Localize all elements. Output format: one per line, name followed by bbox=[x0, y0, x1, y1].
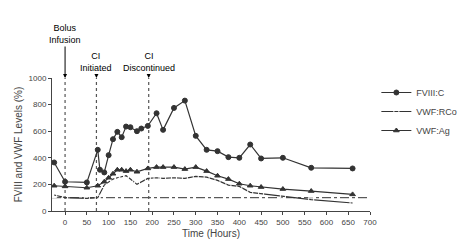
svg-text:FVIII:C: FVIII:C bbox=[416, 88, 445, 98]
svg-text:200: 200 bbox=[146, 218, 160, 227]
svg-text:CIDiscontinued: CIDiscontinued bbox=[123, 51, 175, 73]
svg-text:250: 250 bbox=[167, 218, 181, 227]
svg-text:1000: 1000 bbox=[29, 74, 47, 83]
svg-text:FVIII and VWF Levels (%): FVIII and VWF Levels (%) bbox=[13, 87, 24, 203]
svg-text:100: 100 bbox=[102, 218, 116, 227]
svg-text:650: 650 bbox=[342, 218, 356, 227]
svg-text:200: 200 bbox=[33, 180, 47, 189]
svg-text:600: 600 bbox=[33, 127, 47, 136]
svg-text:700: 700 bbox=[363, 218, 377, 227]
svg-text:800: 800 bbox=[33, 100, 47, 109]
svg-text:VWF:RCo: VWF:RCo bbox=[416, 107, 457, 117]
svg-text:300: 300 bbox=[189, 218, 203, 227]
svg-text:0: 0 bbox=[63, 218, 68, 227]
svg-text:0: 0 bbox=[42, 207, 47, 216]
svg-text:350: 350 bbox=[211, 218, 225, 227]
svg-text:50: 50 bbox=[82, 218, 91, 227]
svg-text:Time (Hours): Time (Hours) bbox=[182, 228, 240, 239]
svg-text:450: 450 bbox=[254, 218, 268, 227]
svg-text:500: 500 bbox=[276, 218, 290, 227]
svg-text:550: 550 bbox=[298, 218, 312, 227]
svg-text:400: 400 bbox=[233, 218, 247, 227]
svg-text:150: 150 bbox=[124, 218, 138, 227]
svg-text:600: 600 bbox=[320, 218, 334, 227]
svg-text:400: 400 bbox=[33, 154, 47, 163]
svg-text:BolusInfusion: BolusInfusion bbox=[49, 23, 81, 45]
svg-text:VWF:Ag: VWF:Ag bbox=[416, 126, 450, 136]
svg-text:CIInitiated: CIInitiated bbox=[80, 51, 112, 73]
